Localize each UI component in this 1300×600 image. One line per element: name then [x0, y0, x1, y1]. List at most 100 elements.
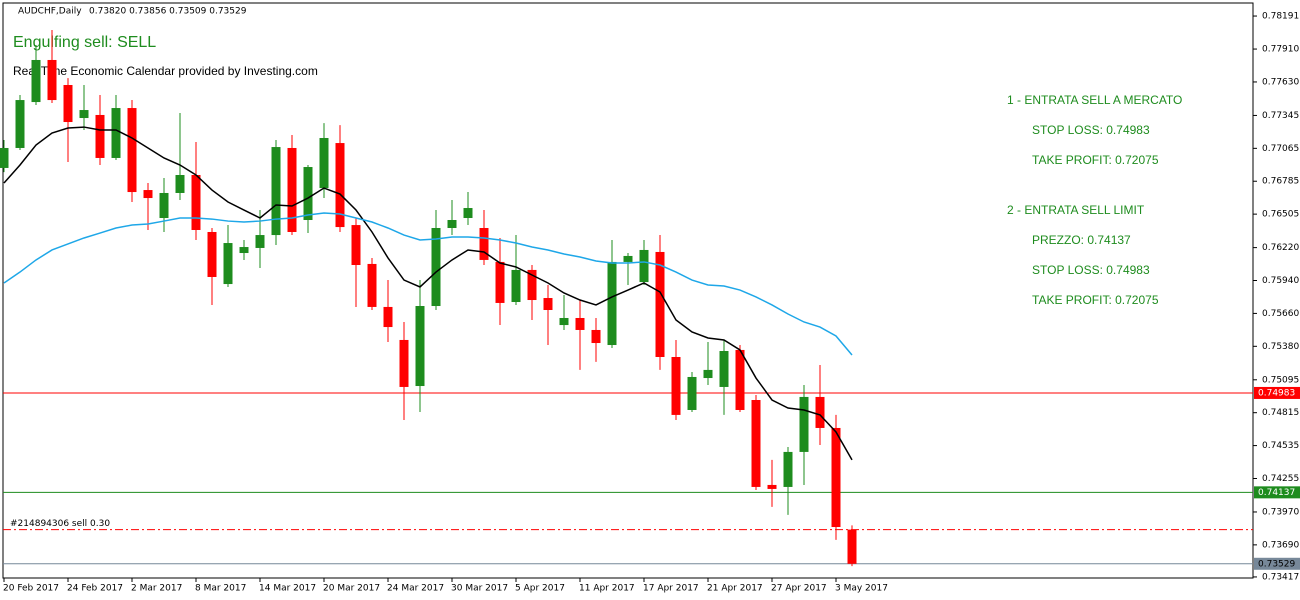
candle-body	[79, 110, 89, 119]
candle-body	[383, 306, 393, 328]
candle-body	[543, 298, 553, 311]
candle-body	[799, 396, 809, 452]
price-tag	[1254, 486, 1300, 499]
candle-body	[255, 235, 265, 248]
candle-body	[751, 400, 761, 487]
price-tag-label: 0.74137	[1258, 488, 1295, 498]
x-tick-label: 24 Feb 2017	[67, 584, 123, 594]
candle-body	[735, 349, 745, 410]
candle-body	[63, 85, 73, 123]
candle-body	[95, 114, 105, 158]
candle-body	[655, 251, 665, 357]
x-tick-label: 30 Mar 2017	[451, 584, 508, 594]
x-tick-label: 11 Apr 2017	[579, 584, 635, 594]
candle-body	[143, 190, 153, 199]
candle-body	[703, 369, 713, 379]
symbol: AUDCHF,Daily	[18, 7, 82, 17]
candle-body	[815, 396, 825, 428]
candle-body	[431, 227, 441, 307]
candle-body	[399, 339, 409, 387]
candle-body	[479, 227, 489, 260]
y-tick-label: 0.74255	[1262, 474, 1299, 484]
candle-body	[671, 356, 681, 415]
candle-body	[559, 317, 569, 326]
candle-body	[127, 108, 137, 193]
candle-body	[831, 427, 841, 528]
candle-body	[0, 147, 9, 168]
y-tick-label: 0.75940	[1262, 276, 1299, 286]
order-label: #214894306 sell 0.30	[10, 519, 110, 529]
candle-body	[175, 175, 185, 193]
x-tick-label: 3 May 2017	[835, 584, 888, 594]
annotation: TAKE PROFIT: 0.72075	[1032, 293, 1159, 307]
candle-body	[847, 529, 857, 564]
candle-body	[415, 306, 425, 387]
y-tick-label: 0.74535	[1262, 441, 1299, 451]
annotation: STOP LOSS: 0.74983	[1032, 263, 1150, 277]
candle-body	[623, 255, 633, 262]
y-tick-label: 0.73690	[1262, 540, 1299, 550]
candle-body	[271, 147, 281, 236]
price-tag	[1254, 386, 1300, 399]
x-tick-label: 20 Mar 2017	[323, 584, 380, 594]
candle-body	[191, 175, 201, 230]
candle-body	[447, 220, 457, 228]
x-tick-label: 14 Mar 2017	[259, 584, 316, 594]
y-tick-label: 0.77345	[1262, 111, 1299, 121]
candle-body	[767, 484, 777, 489]
candle-body	[303, 167, 313, 221]
candle-body	[607, 261, 617, 346]
annotation: STOP LOSS: 0.74983	[1032, 123, 1150, 137]
price-tag-label: 0.74983	[1258, 388, 1295, 398]
candle-body	[783, 451, 793, 487]
candle-body	[575, 317, 585, 330]
quote: 0.73820 0.73856 0.73509 0.73529	[89, 7, 247, 17]
x-tick-label: 20 Feb 2017	[3, 584, 59, 594]
x-tick-label: 27 Apr 2017	[771, 584, 827, 594]
candle-body	[527, 269, 537, 301]
annotation: TAKE PROFIT: 0.72075	[1032, 153, 1159, 167]
candle-body	[463, 208, 473, 219]
annotation: PREZZO: 0.74137	[1032, 233, 1131, 247]
annotation: 2 - ENTRATA SELL LIMIT	[1007, 203, 1145, 217]
candle-body	[719, 351, 729, 387]
candle-body	[159, 192, 169, 219]
signal: Engulfing sell: SELL	[13, 34, 156, 51]
y-tick-label: 0.77065	[1262, 144, 1299, 154]
candle-body	[511, 269, 521, 303]
candle-body	[239, 247, 249, 254]
candle-body	[335, 143, 345, 228]
candle-body	[287, 147, 297, 232]
moving-average	[3, 212, 853, 356]
y-tick-label: 0.75095	[1262, 375, 1299, 385]
y-tick-label: 0.74815	[1262, 408, 1299, 418]
candle-body	[207, 231, 217, 277]
x-tick-label: 17 Apr 2017	[643, 584, 699, 594]
y-tick-label: 0.76220	[1262, 243, 1299, 253]
candle-body	[319, 137, 329, 189]
annotation: 1 - ENTRATA SELL A MERCATO	[1007, 93, 1182, 107]
price-tag	[1254, 557, 1300, 570]
candle-body	[351, 225, 361, 266]
y-tick-label: 0.73417	[1262, 572, 1299, 582]
candle-body	[111, 108, 121, 158]
x-tick-label: 2 Mar 2017	[131, 584, 182, 594]
y-tick-label: 0.76505	[1262, 210, 1299, 220]
x-tick-label: 24 Mar 2017	[387, 584, 444, 594]
y-tick-label: 0.73970	[1262, 507, 1299, 517]
candle-body	[639, 249, 649, 283]
calendar-note: Real Time Economic Calendar provided by …	[13, 64, 318, 78]
y-tick-label: 0.77630	[1262, 77, 1299, 87]
x-tick-label: 5 Apr 2017	[515, 584, 565, 594]
y-tick-label: 0.75380	[1262, 342, 1299, 352]
y-tick-label: 0.75660	[1262, 309, 1299, 319]
y-tick-label: 0.76785	[1262, 177, 1299, 187]
candle-body	[31, 59, 41, 103]
y-tick-label: 0.78191	[1262, 12, 1299, 22]
moving-average	[3, 126, 853, 461]
y-tick-label: 0.77910	[1262, 45, 1299, 55]
plot-frame	[2, 2, 1254, 579]
candle-body	[687, 376, 697, 410]
